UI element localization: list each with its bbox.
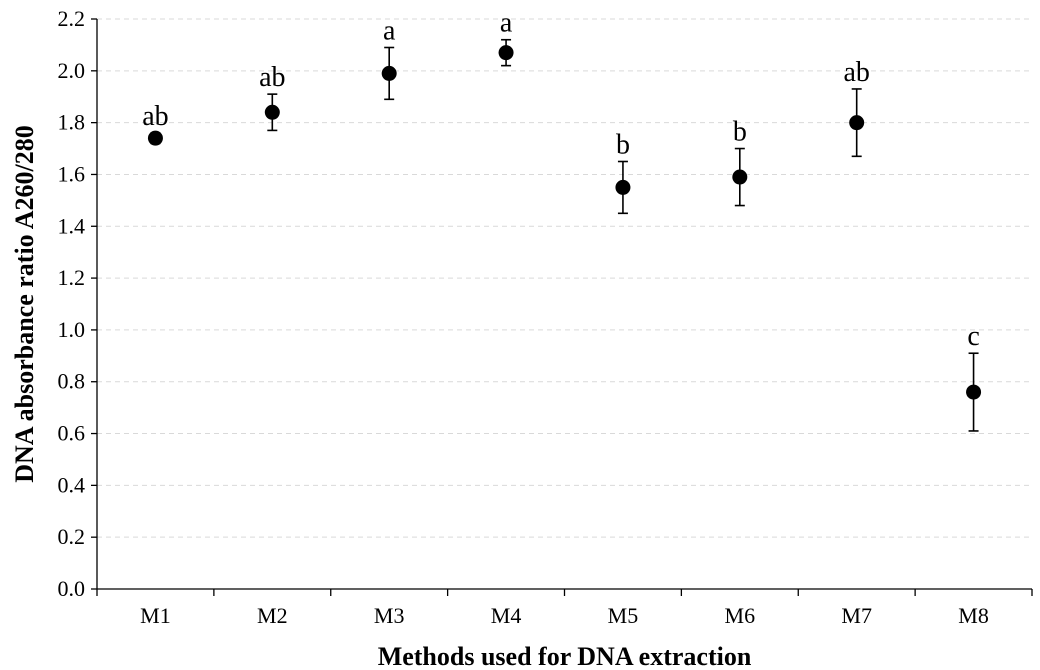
y-tick-labels: 0.0 0.2 0.4 0.6 0.8 1.0 1.2 1.4 1.6 1.8 2.0 2.2	[58, 6, 98, 601]
y-tick-label: 1.4	[58, 213, 86, 238]
x-tick-label: M1	[140, 603, 171, 628]
y-axis-title: DNA absorbance ratio A260/280	[10, 125, 39, 483]
data-point-group: a	[382, 16, 397, 100]
data-point-group: a	[499, 8, 514, 66]
y-tick-label: 1.6	[58, 161, 86, 186]
y-tick-label: 1.8	[58, 110, 86, 135]
significance-label: b	[733, 117, 747, 148]
data-point	[966, 385, 981, 400]
significance-label: a	[500, 8, 513, 39]
data-point-group: ab	[142, 101, 168, 146]
data-point	[148, 131, 163, 146]
x-tick-label: M8	[958, 603, 989, 628]
significance-label: ab	[259, 62, 285, 93]
data-point-group: ab	[843, 57, 869, 156]
x-tick-label: M2	[257, 603, 288, 628]
data-point-group: b	[732, 117, 747, 206]
y-tick-label: 0.0	[58, 576, 86, 601]
axes	[97, 19, 1032, 589]
x-tick-label: M4	[491, 603, 522, 628]
significance-label: b	[616, 130, 630, 161]
significance-label: ab	[843, 57, 869, 88]
x-axis-title: Methods used for DNA extraction	[378, 642, 752, 670]
data-point-group: b	[615, 130, 630, 214]
data-point-group: c	[966, 321, 981, 431]
data-point	[732, 170, 747, 185]
x-tick-label: M7	[841, 603, 872, 628]
x-tick-label: M5	[608, 603, 639, 628]
significance-label: c	[967, 321, 979, 352]
significance-label: a	[383, 16, 396, 47]
y-tick-label: 2.0	[58, 58, 86, 83]
data-point	[499, 45, 514, 60]
y-tick-label: 0.2	[58, 524, 86, 549]
data-point	[265, 105, 280, 120]
y-tick-label: 1.2	[58, 265, 86, 290]
data-point	[382, 66, 397, 81]
y-tick-label: 0.6	[58, 421, 86, 446]
y-tick-label: 2.2	[58, 6, 86, 31]
x-tick-label: M6	[725, 603, 756, 628]
y-tick-label: 0.8	[58, 369, 86, 394]
data-point	[615, 180, 630, 195]
data-point-group: ab	[259, 62, 285, 130]
y-tick-label: 1.0	[58, 317, 86, 342]
x-tick-labels: M1 M2 M3 M4 M5 M6 M7 M8	[97, 589, 1032, 628]
gridlines	[97, 19, 1032, 537]
significance-label: ab	[142, 101, 168, 132]
x-tick-label: M3	[374, 603, 405, 628]
y-tick-label: 0.4	[58, 472, 86, 497]
data-point	[849, 115, 864, 130]
